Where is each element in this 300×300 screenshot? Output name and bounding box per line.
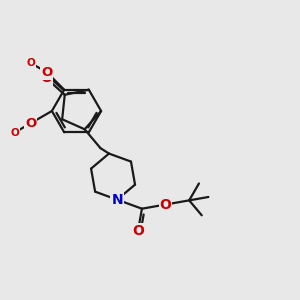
Text: O: O: [26, 58, 35, 68]
Text: O: O: [40, 71, 52, 85]
Text: O: O: [132, 224, 144, 238]
Text: O: O: [41, 66, 52, 79]
Text: N: N: [111, 193, 123, 207]
Text: O: O: [160, 197, 172, 212]
Text: O: O: [25, 117, 36, 130]
Text: O: O: [10, 128, 19, 138]
